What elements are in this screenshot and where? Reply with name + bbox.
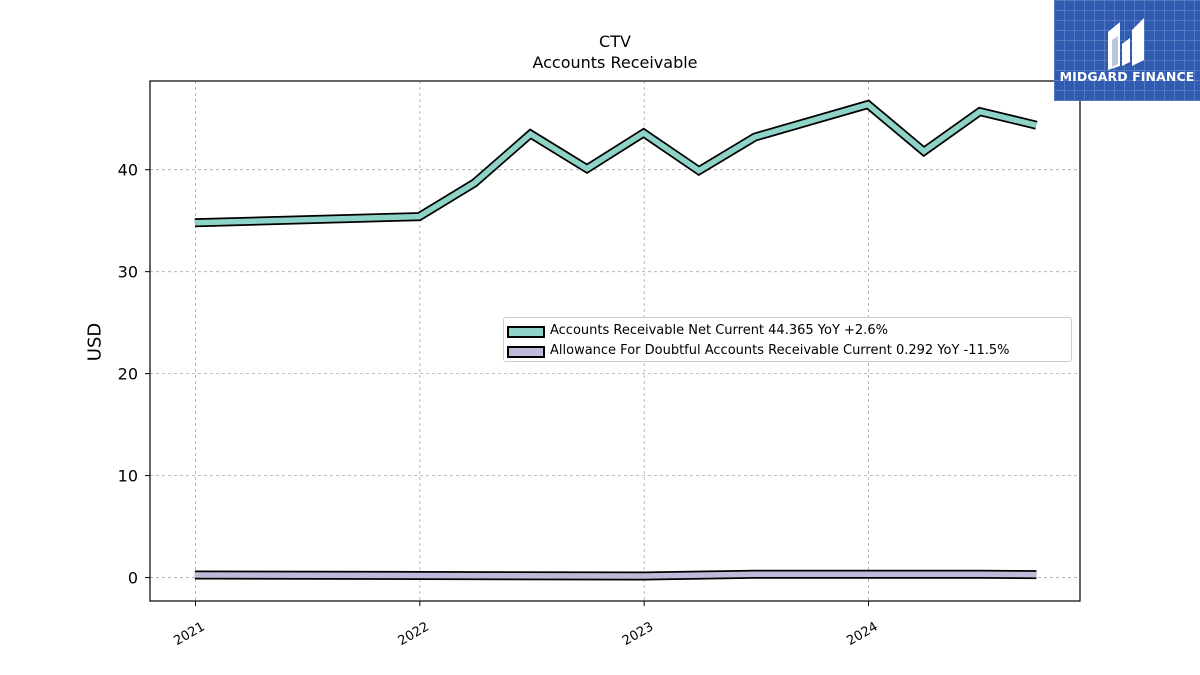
legend-label-allowance: Allowance For Doubtful Accounts Receivab…	[550, 343, 1010, 358]
legend-label-net-current: Accounts Receivable Net Current 44.365 Y…	[550, 323, 888, 338]
chart-subtitle: Accounts Receivable	[532, 53, 698, 72]
y-tick-label: 0	[128, 569, 138, 588]
grid-lines	[150, 81, 1080, 601]
series-line	[194, 101, 1038, 226]
y-tick-label: 10	[118, 467, 138, 486]
legend: Accounts Receivable Net Current 44.365 Y…	[503, 317, 1072, 362]
series-1	[194, 569, 1037, 581]
y-axis-label: USD	[84, 322, 106, 362]
legend-item-net-current: Accounts Receivable Net Current 44.365 Y…	[504, 321, 1071, 341]
chart-title: CTV	[599, 32, 631, 51]
brand-logo: MIDGARD FINANCE	[1054, 0, 1200, 101]
series-line	[194, 571, 1037, 579]
x-tick-label: 2022	[396, 619, 432, 649]
y-tick-label: 40	[118, 161, 138, 180]
legend-swatch-allowance	[507, 346, 545, 358]
x-tick-label: 2023	[620, 619, 656, 649]
y-tick-label: 20	[118, 365, 138, 384]
x-tick-label: 2024	[844, 619, 880, 649]
series-layer	[194, 99, 1038, 581]
x-tick-label: 2021	[171, 619, 207, 649]
y-tick-label: 30	[118, 263, 138, 282]
legend-item-allowance: Allowance For Doubtful Accounts Receivab…	[504, 341, 1071, 361]
brand-name: MIDGARD FINANCE	[1059, 69, 1195, 84]
axes-frame	[149, 80, 1081, 602]
series-line-outline	[194, 99, 1038, 228]
legend-swatch-net-current	[507, 326, 545, 338]
midgard-logo-icon	[1108, 18, 1144, 70]
series-0	[194, 99, 1038, 228]
